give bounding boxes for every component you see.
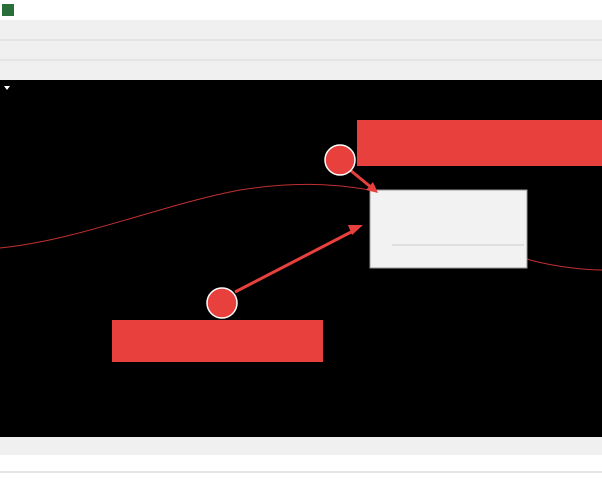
terminal [0, 455, 602, 479]
step-badge [324, 144, 356, 176]
tab-bar [0, 437, 602, 453]
step-badge [206, 287, 238, 319]
context-menu [369, 189, 528, 269]
arrow [349, 168, 373, 190]
sma-line [0, 183, 602, 271]
toolbars [0, 20, 602, 80]
title-bar [0, 0, 602, 20]
app-icon [2, 4, 14, 16]
callout-box [357, 120, 602, 166]
callout-box [112, 320, 323, 362]
arrow [234, 228, 356, 294]
